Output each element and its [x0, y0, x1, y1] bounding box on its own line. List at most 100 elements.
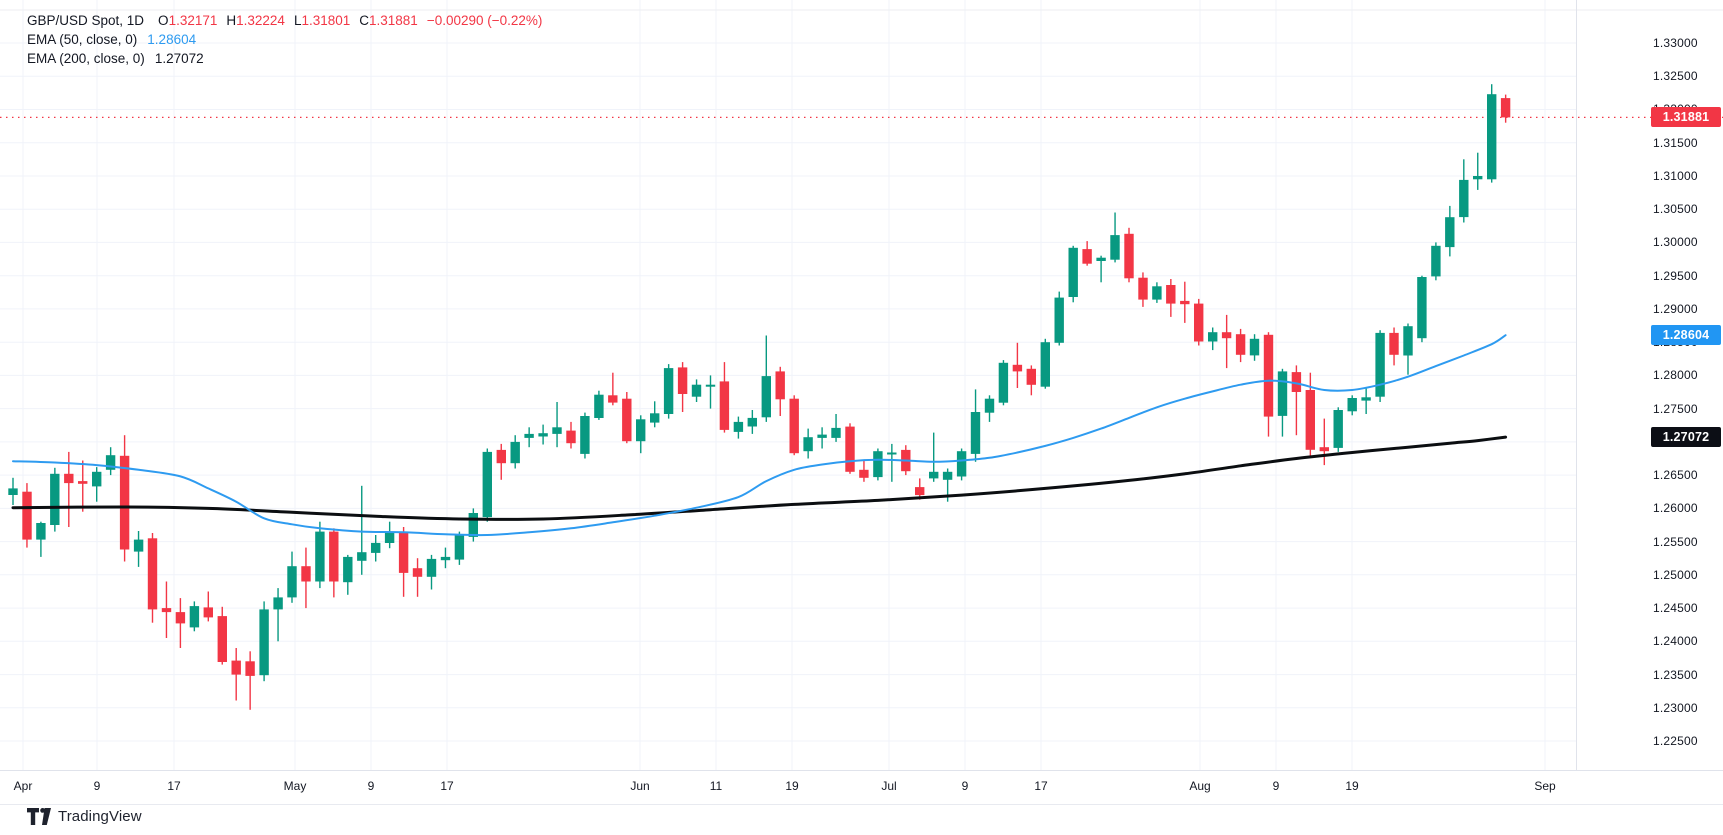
- candle: [1054, 291, 1064, 346]
- price-scale[interactable]: 1.330001.325001.320001.315001.310001.305…: [1576, 0, 1723, 770]
- candle: [496, 443, 506, 480]
- candle: [1124, 227, 1134, 283]
- candle: [1375, 330, 1385, 402]
- candle: [887, 443, 897, 482]
- symbol-row[interactable]: GBP/USD Spot, 1D O1.32171 H1.32224 L1.31801…: [27, 11, 542, 30]
- ema50-line[interactable]: [12, 334, 1507, 537]
- candle: [315, 521, 325, 589]
- candle: [510, 435, 520, 469]
- candle: [371, 535, 381, 562]
- candle: [1445, 205, 1455, 257]
- indicator-row-ema50[interactable]: EMA (50, close, 0) 1.28604: [27, 30, 542, 49]
- price-axis-label: 1.30500: [1653, 202, 1698, 216]
- ema200-price-badge: 1.27072: [1651, 427, 1721, 447]
- time-axis-label: 17: [440, 779, 454, 793]
- ema200-line[interactable]: [11, 435, 1508, 521]
- candle: [8, 477, 18, 505]
- price-axis-label: 1.33000: [1653, 36, 1698, 50]
- candle: [775, 366, 785, 416]
- candle: [1208, 327, 1218, 351]
- candlestick-chart-pane[interactable]: [0, 0, 1723, 770]
- time-axis-label: 19: [785, 779, 799, 793]
- candle: [705, 375, 716, 409]
- price-axis-label: 1.22500: [1653, 734, 1698, 748]
- price-axis-label: 1.23500: [1653, 668, 1698, 682]
- candle: [22, 483, 32, 548]
- candle: [1026, 365, 1036, 396]
- candle: [64, 451, 74, 527]
- candle: [719, 362, 730, 433]
- candle: [984, 395, 995, 422]
- candle: [231, 648, 241, 701]
- candle: [1012, 342, 1023, 388]
- candle: [594, 390, 604, 420]
- time-axis-label: Jul: [881, 779, 897, 793]
- candle: [1263, 332, 1274, 437]
- candle: [329, 528, 339, 598]
- time-axis-label: 9: [367, 779, 375, 793]
- candle: [1110, 212, 1120, 263]
- candle: [78, 460, 88, 512]
- symbol-title[interactable]: GBP/USD Spot, 1D: [27, 13, 145, 28]
- candle: [859, 460, 869, 482]
- candle: [175, 598, 186, 648]
- candle: [36, 521, 46, 557]
- candle: [789, 395, 799, 456]
- candle: [1389, 327, 1399, 366]
- price-axis-label: 1.26500: [1653, 468, 1698, 482]
- candle: [636, 415, 646, 454]
- ohlc-h: H1.32224: [226, 13, 285, 28]
- time-scale[interactable]: Apr 9 17 May 9 17 Jun 11 19 Jul 9 17 Aug 9 19 Sep: [0, 770, 1723, 805]
- candle: [929, 432, 939, 482]
- candle: [873, 448, 883, 481]
- candle: [1487, 84, 1497, 183]
- candle: [1194, 298, 1204, 346]
- candle: [92, 467, 102, 502]
- time-axis-label: Sep: [1534, 779, 1556, 793]
- indicator-row-ema200[interactable]: EMA (200, close, 0) 1.27072: [27, 49, 542, 68]
- candle: [245, 651, 255, 710]
- price-axis-label: 1.32500: [1653, 69, 1698, 83]
- price-axis-label: 1.23000: [1653, 701, 1698, 715]
- candle: [203, 591, 213, 622]
- ema50-label[interactable]: EMA (50, close, 0): [27, 32, 138, 47]
- candle: [761, 335, 771, 422]
- candle: [1500, 94, 1511, 123]
- candle: [1361, 387, 1371, 414]
- ohlc-l: L1.31801: [293, 13, 351, 28]
- time-axis-label: 9: [93, 779, 101, 793]
- candle: [1040, 338, 1050, 389]
- price-axis-label: 1.29500: [1653, 269, 1698, 283]
- candle: [1152, 282, 1162, 303]
- candle: [580, 412, 590, 459]
- candle: [538, 424, 548, 445]
- candle: [1347, 395, 1357, 416]
- candle: [189, 601, 200, 632]
- candle: [133, 531, 144, 567]
- candle: [1417, 275, 1427, 343]
- ema200-label[interactable]: EMA (200, close, 0): [27, 51, 145, 66]
- time-axis-label: Jun: [630, 779, 650, 793]
- candle: [217, 606, 227, 665]
- price-axis-label: 1.28000: [1653, 368, 1698, 382]
- tradingview-logo[interactable]: TradingView: [27, 808, 142, 825]
- price-axis-label: 1.27500: [1653, 402, 1698, 416]
- price-axis-label: 1.25000: [1653, 568, 1698, 582]
- candle: [1291, 365, 1302, 436]
- time-axis-label: 19: [1345, 779, 1359, 793]
- candle: [566, 421, 576, 449]
- candle: [50, 467, 60, 532]
- candle: [119, 435, 130, 562]
- time-axis-label: 9: [1272, 779, 1280, 793]
- price-axis-label: 1.30000: [1653, 235, 1698, 249]
- time-axis-label: May: [283, 779, 307, 793]
- candle: [1431, 242, 1441, 281]
- candle: [1473, 152, 1483, 190]
- candle: [1221, 314, 1232, 369]
- chart-legend: GBP/USD Spot, 1D O1.32171 H1.32224 L1.31801…: [27, 11, 542, 68]
- candle: [691, 379, 702, 402]
- ema50-value: 1.28604: [147, 32, 197, 47]
- price-axis-label: 1.31000: [1653, 169, 1698, 183]
- candle: [733, 416, 744, 439]
- candle: [1138, 272, 1148, 307]
